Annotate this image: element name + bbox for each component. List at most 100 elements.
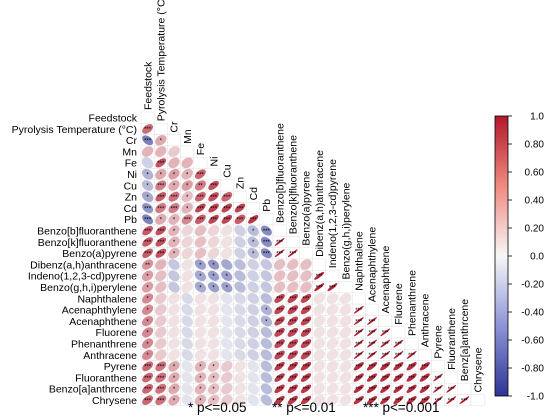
correlation-ellipse xyxy=(194,247,207,259)
column-label: Dibenz(a,h)anthracene xyxy=(314,150,326,257)
correlation-ellipse xyxy=(194,304,207,316)
row-label: Ni xyxy=(127,169,137,181)
correlation-ellipse xyxy=(168,360,180,372)
significance-stars: *** xyxy=(421,398,429,404)
grid-cell xyxy=(233,190,247,203)
row-label: Phenanthrene xyxy=(71,338,137,350)
column-label: Feedstock xyxy=(142,61,154,110)
correlation-ellipse xyxy=(353,317,364,325)
row-label: Benzo(g,h,i)perylene xyxy=(40,282,137,294)
significance-stars: *** xyxy=(289,251,297,257)
significance-stars: * xyxy=(212,364,215,370)
significance-stars: *** xyxy=(276,319,284,325)
correlation-ellipse xyxy=(194,259,207,270)
correlation-ellipse xyxy=(155,349,167,361)
correlation-ellipse xyxy=(142,202,154,214)
correlation-ellipse xyxy=(155,293,167,304)
correlation-ellipse xyxy=(168,270,180,282)
significance-stars: *** xyxy=(395,398,403,404)
significance-stars: *** xyxy=(289,331,297,337)
matrix-grid xyxy=(140,111,485,407)
significance-stars: *** xyxy=(382,353,390,359)
correlation-ellipse xyxy=(194,292,207,304)
correlation-ellipse xyxy=(247,326,259,338)
grid-cell xyxy=(391,326,406,339)
significance-stars: *** xyxy=(382,331,390,337)
correlation-ellipse xyxy=(339,360,352,372)
correlation-ellipse xyxy=(168,157,180,169)
correlation-ellipse xyxy=(195,203,206,213)
correlation-ellipse xyxy=(155,270,167,282)
correlation-ellipse xyxy=(207,270,220,282)
significance-stars: * xyxy=(199,364,202,370)
significance-stars: *** xyxy=(144,138,152,144)
correlation-ellipse xyxy=(207,304,220,316)
significance-stars: *** xyxy=(157,251,165,257)
correlation-ellipse xyxy=(221,292,233,304)
significance-stars: *** xyxy=(395,376,403,382)
correlation-ellipse xyxy=(181,259,193,271)
significance-stars: *** xyxy=(157,364,165,370)
significance-stars: *** xyxy=(355,364,363,370)
correlation-ellipse xyxy=(207,326,220,338)
correlation-ellipse xyxy=(142,135,154,146)
correlation-ellipse xyxy=(313,292,325,304)
correlation-ellipse xyxy=(313,383,325,395)
correlation-ellipse xyxy=(300,270,312,282)
grid-cell xyxy=(365,303,379,316)
correlation-ellipse xyxy=(168,146,180,157)
significance-stars: *** xyxy=(223,206,231,212)
significance-stars: *** xyxy=(316,274,324,280)
correlation-ellipse xyxy=(393,395,404,405)
correlation-ellipse xyxy=(234,236,246,248)
significance-stars: *** xyxy=(197,195,205,201)
correlation-ellipse xyxy=(155,248,167,258)
correlation-ellipse xyxy=(194,372,207,383)
correlation-ellipse xyxy=(155,214,167,225)
correlation-ellipse xyxy=(326,338,339,350)
correlation-ellipse xyxy=(195,214,206,225)
correlation-ellipse xyxy=(287,361,298,371)
correlation-ellipse xyxy=(221,203,233,213)
significance-stars: *** xyxy=(289,353,297,359)
correlation-ellipse xyxy=(221,383,233,395)
correlation-ellipse xyxy=(168,247,180,259)
significance-stars: * xyxy=(186,184,189,190)
column-label: Fe xyxy=(195,143,207,155)
significance-stars: *** xyxy=(448,387,456,393)
correlation-ellipse xyxy=(208,192,219,202)
significance-stars: *** xyxy=(302,364,310,370)
correlation-ellipse xyxy=(313,394,325,406)
correlation-ellipse xyxy=(366,362,378,371)
correlation-ellipse xyxy=(380,351,391,359)
significance-stars: *** xyxy=(289,319,297,325)
correlation-ellipse xyxy=(274,373,285,382)
correlation-ellipse xyxy=(380,328,391,337)
correlation-ellipse xyxy=(247,281,259,293)
column-label: Pyrolysis Temperature (°C) xyxy=(155,0,167,121)
correlation-ellipse xyxy=(287,316,299,326)
column-label: Benzo(g,h,i)perylene xyxy=(340,182,352,279)
correlation-ellipse xyxy=(313,372,325,384)
correlation-ellipse xyxy=(168,259,180,270)
correlation-ellipse xyxy=(248,215,259,224)
correlation-ellipse xyxy=(287,305,299,315)
correlation-ellipse xyxy=(260,304,273,316)
significance-stars: *** xyxy=(276,331,284,337)
significance-stars: *** xyxy=(144,387,152,393)
correlation-ellipse xyxy=(207,372,220,383)
correlation-ellipse xyxy=(326,394,339,406)
correlation-ellipse xyxy=(221,191,233,202)
significance-stars: * xyxy=(186,172,189,178)
correlation-ellipse xyxy=(274,361,285,371)
colorbar-tick-label: 0.20 xyxy=(525,224,545,235)
significance-stars: *** xyxy=(144,206,152,212)
grid-cell xyxy=(180,145,195,158)
significance-stars: *** xyxy=(461,398,469,404)
correlation-ellipse xyxy=(142,361,154,372)
significance-stars: * xyxy=(160,138,163,144)
significance-stars: *** xyxy=(170,206,178,212)
correlation-ellipse xyxy=(406,362,417,371)
